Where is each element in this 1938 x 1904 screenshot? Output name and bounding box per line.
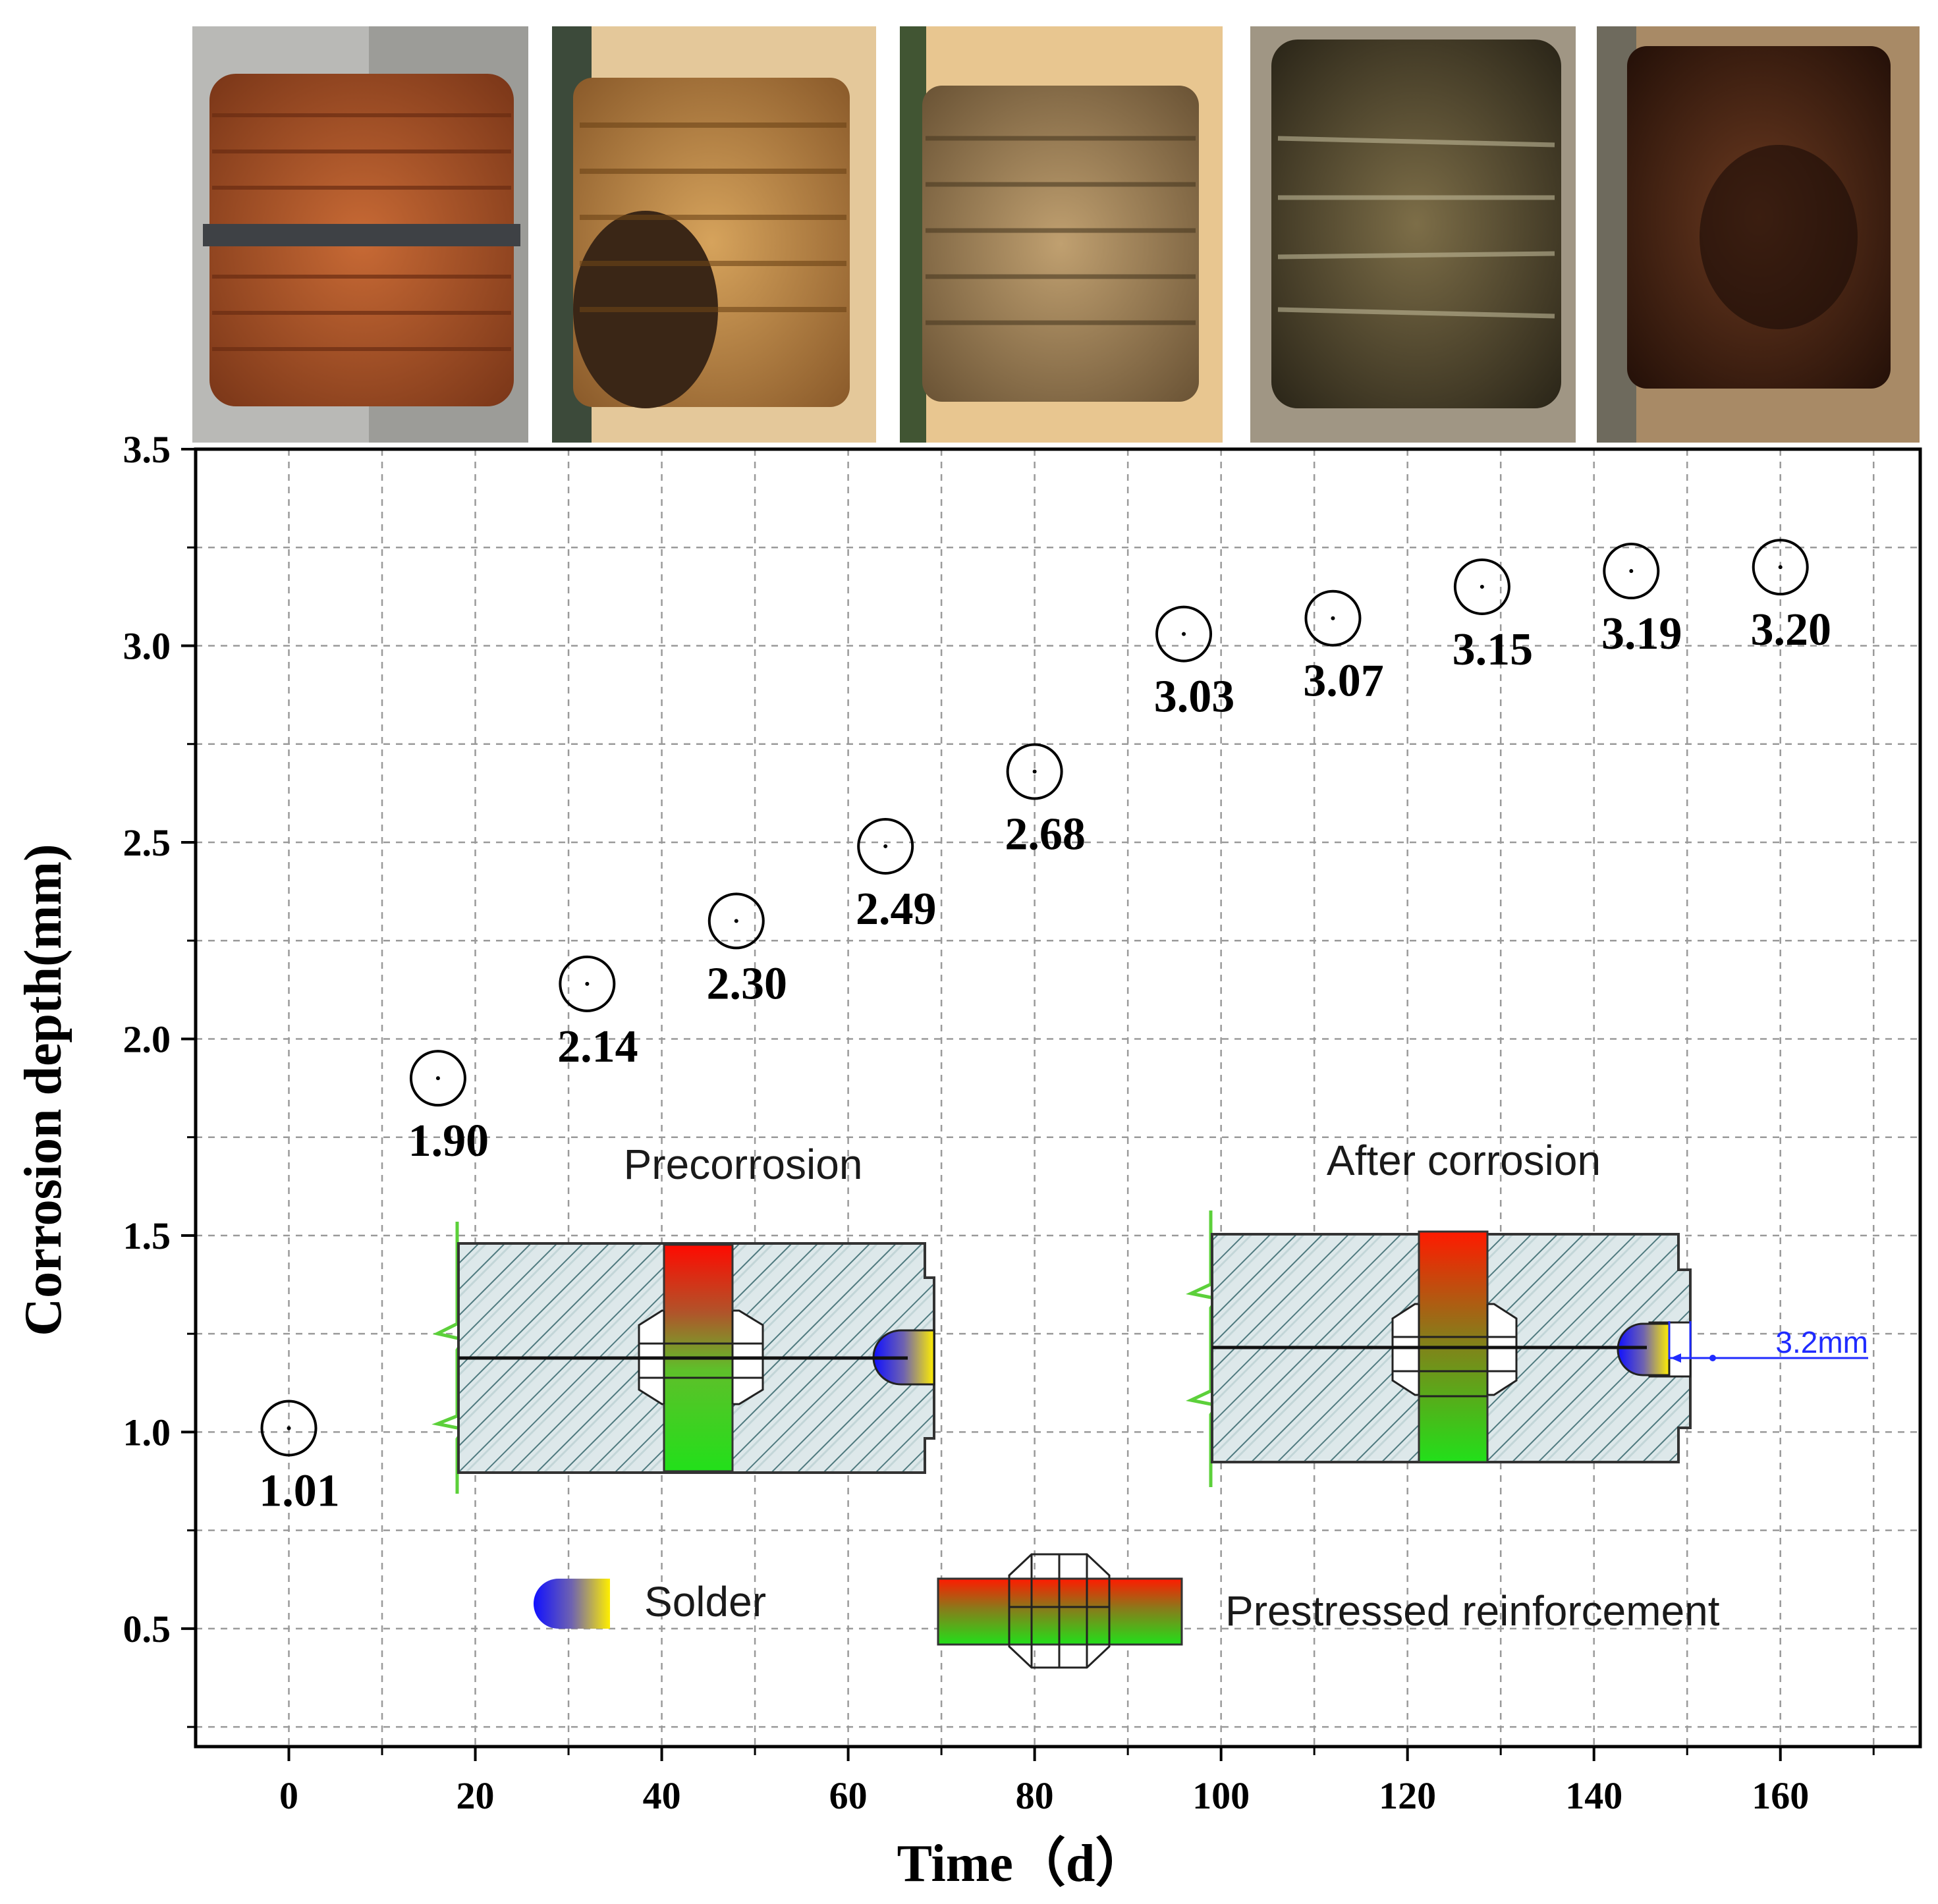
x-tick-label: 160 [1752, 1774, 1809, 1817]
data-label: 3.20 [1750, 605, 1831, 655]
y-tick-label: 1.0 [123, 1411, 171, 1454]
x-tick-label: 80 [1016, 1774, 1054, 1817]
plot-frame [194, 447, 1922, 1749]
after-corrosion-label: After corrosion [1327, 1137, 1601, 1184]
data-label: 2.14 [557, 1021, 638, 1072]
remaining-solder [1617, 1322, 1671, 1376]
solder-legend-swatch [534, 1579, 610, 1629]
y-tick-label: 2.5 [123, 821, 171, 864]
data-label: 1.90 [408, 1116, 489, 1166]
legend-nut-lines [1009, 1554, 1109, 1668]
corrosion-photo-5 [1597, 26, 1920, 443]
corrosion-photo-2 [552, 26, 876, 443]
data-label: 2.68 [1005, 809, 1086, 860]
x-tick-label: 100 [1192, 1774, 1250, 1817]
data-label: 3.15 [1453, 624, 1534, 675]
photo-strip [192, 26, 1920, 443]
data-point [1006, 743, 1063, 800]
data-point-center [1480, 584, 1484, 589]
corrosion-photo-3 [900, 26, 1223, 443]
data-point [1603, 543, 1660, 600]
x-tick-label: 60 [829, 1774, 868, 1817]
data-point-center [883, 844, 888, 848]
x-tick-labels: 0 20 40 60 80 100 120 140 160 [279, 1774, 1809, 1817]
y-tick-label: 3.5 [123, 428, 171, 471]
data-point [707, 892, 765, 950]
data-point-center [1182, 632, 1186, 636]
y-tick-labels: 0.5 1.0 1.5 2.0 2.5 3.0 3.5 [123, 428, 171, 1650]
grid-lines [196, 448, 1920, 1747]
dimension-marker [1668, 1321, 1868, 1363]
legend-nut [1008, 1553, 1111, 1669]
dimension-label: 3.2mm [1775, 1325, 1868, 1359]
data-point [857, 817, 914, 875]
data-point [260, 1400, 318, 1457]
data-point [1752, 539, 1809, 596]
precorrosion-label: Precorrosion [624, 1141, 863, 1188]
axis-ticks [181, 448, 1875, 1761]
data-point [409, 1050, 466, 1107]
data-label: 3.07 [1303, 656, 1384, 707]
data-point-center [734, 919, 738, 923]
nut-lines [1393, 1304, 1516, 1398]
data-point-center [585, 981, 590, 986]
y-tick-label: 2.0 [123, 1018, 171, 1060]
after-corrosion-diagram: After corrosion 3.2mm [1186, 1137, 1868, 1487]
precorrosion-diagram: Precorrosion [431, 1141, 935, 1494]
x-tick-label: 20 [457, 1774, 495, 1817]
y-tick-label: 0.5 [123, 1608, 171, 1650]
diagram-legend: Solder Prestressed reinforcement [534, 1553, 1720, 1669]
data-label: 1.01 [259, 1465, 340, 1516]
x-tick-label: 40 [643, 1774, 681, 1817]
y-axis-title: Corrosion depth(mm) [14, 844, 72, 1336]
data-point-center [287, 1426, 291, 1430]
x-axis-title: Time（d） [897, 1835, 1148, 1893]
y-tick-label: 3.0 [123, 624, 171, 667]
solder-legend-label: Solder [644, 1578, 766, 1625]
data-label: 2.30 [707, 958, 788, 1009]
data-label: 3.19 [1601, 609, 1682, 659]
reinforcement-legend-label: Prestressed reinforcement [1225, 1587, 1720, 1635]
data-series: 1.01 1.90 2.14 2.30 2.49 2.68 3.03 3.07 3.15 3.19… [259, 539, 1831, 1516]
data-point-center [1331, 616, 1335, 620]
data-point [559, 955, 616, 1012]
data-label: 2.49 [856, 884, 937, 935]
data-point-center [1778, 565, 1783, 570]
data-point-center [1629, 569, 1634, 574]
data-point-center [1032, 769, 1037, 774]
corrosion-photo-day-0 [192, 26, 528, 443]
x-tick-label: 120 [1379, 1774, 1436, 1817]
data-label: 3.03 [1154, 672, 1235, 722]
data-point [1453, 558, 1510, 615]
data-point [1155, 605, 1213, 663]
x-tick-label: 140 [1565, 1774, 1622, 1817]
data-point [1304, 589, 1362, 647]
x-tick-label: 0 [279, 1774, 298, 1817]
corrosion-photo-4 [1250, 26, 1576, 443]
data-point-center [435, 1076, 440, 1081]
y-tick-label: 1.5 [123, 1214, 171, 1257]
